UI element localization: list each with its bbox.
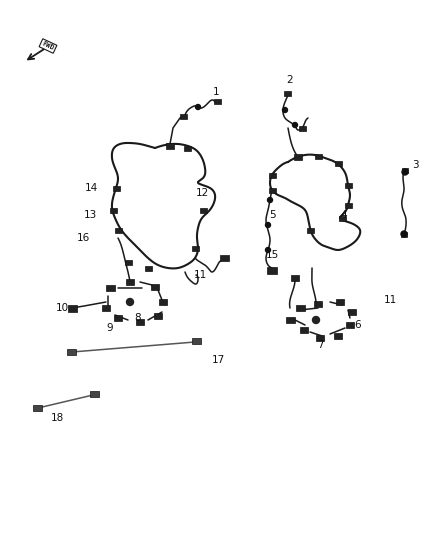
Circle shape <box>293 123 297 127</box>
Bar <box>113 185 120 190</box>
Text: 10: 10 <box>56 303 69 313</box>
Text: 4: 4 <box>341 210 347 220</box>
Bar <box>345 182 352 188</box>
Text: 3: 3 <box>412 160 418 170</box>
Bar <box>110 207 117 213</box>
Text: 13: 13 <box>83 210 97 220</box>
Bar <box>402 167 408 173</box>
Text: 2: 2 <box>287 75 293 85</box>
Bar <box>296 305 304 311</box>
Bar <box>154 313 162 319</box>
Bar <box>114 315 122 321</box>
Text: 5: 5 <box>268 210 276 220</box>
Bar <box>213 99 220 103</box>
Bar <box>283 91 290 95</box>
Bar <box>102 305 110 311</box>
Text: 8: 8 <box>135 313 141 323</box>
Bar <box>199 207 206 213</box>
Circle shape <box>268 198 272 203</box>
Bar <box>339 215 346 221</box>
Bar <box>314 301 322 307</box>
Text: FWD: FWD <box>41 41 55 51</box>
Bar <box>166 143 174 149</box>
Bar <box>268 188 276 192</box>
Bar <box>145 265 152 271</box>
Text: 18: 18 <box>50 413 64 423</box>
Bar <box>67 349 75 355</box>
Circle shape <box>312 317 319 324</box>
Bar <box>191 338 201 344</box>
Text: 9: 9 <box>107 323 113 333</box>
Bar <box>336 299 344 305</box>
Bar <box>191 246 198 251</box>
Bar <box>314 154 321 158</box>
Bar <box>124 260 131 264</box>
Text: 6: 6 <box>355 320 361 330</box>
Bar <box>335 160 342 166</box>
Bar <box>345 203 352 207</box>
Text: 11: 11 <box>383 295 397 305</box>
Circle shape <box>127 298 134 305</box>
Bar <box>334 333 342 339</box>
Text: 11: 11 <box>193 270 207 280</box>
Bar <box>151 284 159 290</box>
Text: 15: 15 <box>265 250 279 260</box>
Bar <box>346 322 354 328</box>
Bar <box>286 317 294 323</box>
Text: 7: 7 <box>317 340 323 350</box>
Circle shape <box>402 169 408 175</box>
Bar <box>307 228 314 232</box>
Circle shape <box>283 108 287 112</box>
Bar <box>89 391 99 397</box>
Text: 14: 14 <box>85 183 98 193</box>
Circle shape <box>401 231 407 237</box>
Bar <box>299 125 305 131</box>
Circle shape <box>265 222 271 228</box>
Bar <box>401 231 407 237</box>
Bar <box>67 304 77 311</box>
Bar <box>219 255 229 261</box>
Circle shape <box>195 104 201 109</box>
Bar <box>184 146 191 150</box>
Text: 17: 17 <box>212 355 225 365</box>
Bar <box>294 154 302 160</box>
Bar <box>267 266 277 273</box>
Bar <box>159 299 167 305</box>
Bar <box>126 279 134 285</box>
Circle shape <box>265 247 271 253</box>
Bar <box>268 173 276 177</box>
Text: 16: 16 <box>76 233 90 243</box>
Bar <box>348 309 356 315</box>
Text: 12: 12 <box>195 188 208 198</box>
Bar <box>300 327 308 333</box>
Bar <box>136 319 144 325</box>
Bar <box>291 275 299 281</box>
Bar <box>32 405 42 411</box>
Bar <box>114 228 121 232</box>
Text: 1: 1 <box>213 87 219 97</box>
Bar <box>316 335 324 341</box>
Bar <box>106 285 114 291</box>
Bar <box>180 114 187 118</box>
